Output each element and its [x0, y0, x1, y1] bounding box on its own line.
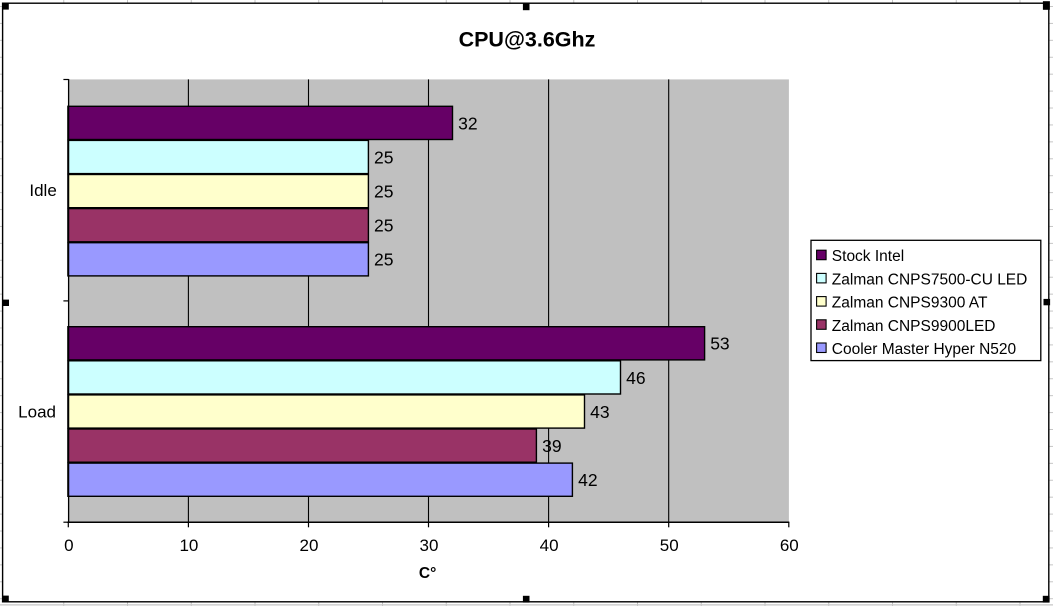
svg-text:25: 25 [374, 147, 393, 167]
svg-text:Idle: Idle [29, 181, 56, 200]
svg-text:Zalman CNPS7500-CU LED: Zalman CNPS7500-CU LED [832, 271, 1028, 288]
svg-text:32: 32 [458, 113, 477, 133]
svg-text:Stock Intel: Stock Intel [832, 248, 904, 265]
svg-text:30: 30 [420, 536, 439, 555]
svg-text:43: 43 [590, 402, 609, 422]
svg-text:CPU@3.6Ghz: CPU@3.6Ghz [459, 27, 596, 51]
svg-text:10: 10 [179, 536, 198, 555]
svg-text:39: 39 [542, 436, 561, 456]
svg-text:25: 25 [374, 216, 393, 236]
svg-text:Zalman CNPS9900LED: Zalman CNPS9900LED [832, 318, 996, 335]
svg-text:Cooler Master Hyper N520: Cooler Master Hyper N520 [832, 341, 1017, 358]
svg-text:C°: C° [419, 565, 436, 582]
svg-text:25: 25 [374, 250, 393, 270]
svg-text:0: 0 [64, 536, 73, 555]
svg-text:Zalman CNPS9300 AT: Zalman CNPS9300 AT [832, 295, 988, 312]
svg-text:25: 25 [374, 182, 393, 202]
svg-text:20: 20 [300, 536, 319, 555]
svg-text:53: 53 [710, 334, 729, 354]
svg-text:40: 40 [540, 536, 559, 555]
svg-text:Load: Load [18, 402, 56, 421]
svg-text:42: 42 [578, 470, 597, 490]
svg-text:50: 50 [660, 536, 679, 555]
svg-text:46: 46 [626, 368, 645, 388]
svg-text:60: 60 [780, 536, 799, 555]
